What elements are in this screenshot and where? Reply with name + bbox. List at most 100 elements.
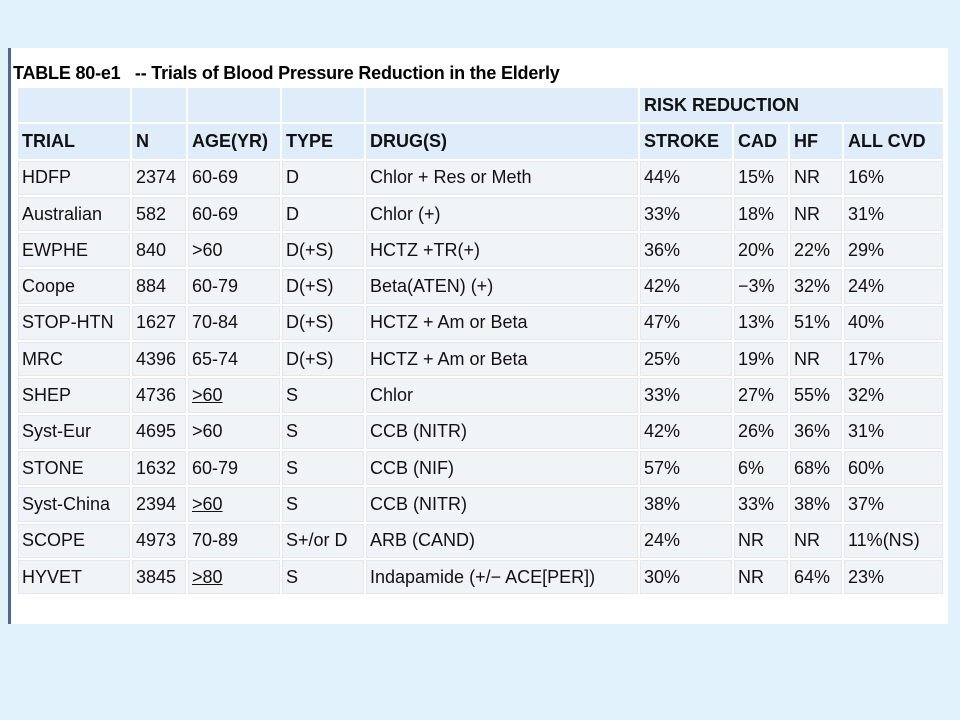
cell-hf: 22% [788,231,844,270]
cell-drugs: CCB (NITR) [364,412,640,451]
cell-stroke: 47% [638,303,734,343]
cell-all-cvd: 31% [841,194,946,234]
header-columns-row: TRIAL N AGE(YR) TYPE DRUG(S) STROKE CAD … [16,122,946,161]
cell-n: 1632 [130,448,188,488]
cell-hf: NR [788,521,844,560]
cell-age: >60 [186,485,282,524]
column-header-stroke: STROKE [638,122,734,161]
cell-type: D(+S) [280,267,366,306]
cell-all-cvd: 40% [841,303,946,343]
cell-drugs: HCTZ + Am or Beta [364,340,640,379]
cell-age: 60-79 [186,448,282,488]
table-caption: TABLE 80-e1 -- Trials of Blood Pressure … [13,63,560,83]
table-row: Coope 884 60-79 D(+S) Beta(ATEN) (+) 42% −3% 32… [16,267,946,306]
cell-all-cvd: 31% [841,412,946,451]
cell-type: D [280,194,366,234]
cell-drugs: Chlor (+) [364,194,640,234]
cell-hf: 55% [788,376,844,415]
risk-reduction-group-header: RISK REDUCTION [637,85,946,125]
cell-n: 4973 [130,521,188,560]
cell-stroke: 25% [638,340,734,379]
cell-trial: Coope [16,267,132,306]
cell-trial: STOP-HTN [16,303,132,343]
cell-age: 60-69 [186,158,282,197]
cell-age: 60-79 [186,267,282,306]
cell-drugs: Chlor [364,376,640,415]
column-header-drugs: DRUG(S) [364,122,640,161]
cell-age: 70-84 [186,303,282,343]
column-header-hf: HF [788,122,844,161]
cell-hf: 32% [788,267,844,306]
table-row: Australian 582 60-69 D Chlor (+) 33% 18% NR 31% [16,194,946,234]
table-row: SCOPE 4973 70-89 S+/or D ARB (CAND) 24% NR NR 11… [16,521,946,560]
cell-n: 1627 [130,303,188,343]
table-row: HYVET 3845 >80 S Indapamide (+/− ACE[PER]) 30… [16,557,946,597]
cell-type: D(+S) [280,231,366,270]
cell-stroke: 30% [638,557,734,597]
cell-type: D [280,158,366,197]
cell-stroke: 24% [638,521,734,560]
header-group-row: RISK REDUCTION [16,85,946,125]
cell-cad: 13% [732,303,790,343]
cell-cad: NR [732,521,790,560]
cell-type: D(+S) [280,303,366,343]
cell-age: 65-74 [186,340,282,379]
cell-trial: Syst-Eur [16,412,132,451]
column-header-cad: CAD [732,122,790,161]
cell-trial: SCOPE [16,521,132,560]
cell-hf: 36% [788,412,844,451]
column-header-type: TYPE [280,122,366,161]
cell-trial: HYVET [16,557,132,597]
cell-type: S [280,557,366,597]
table-row: STOP-HTN 1627 70-84 D(+S) HCTZ + Am or Beta 4… [16,303,946,343]
cell-age: >60 [186,231,282,270]
cell-drugs: HCTZ + Am or Beta [364,303,640,343]
cell-type: D(+S) [280,340,366,379]
cell-stroke: 33% [638,194,734,234]
cell-cad: 33% [732,485,790,524]
cell-age: >60 [186,412,282,451]
cell-all-cvd: 37% [841,485,946,524]
cell-hf: NR [788,194,844,234]
cell-cad: −3% [732,267,790,306]
cell-n: 840 [130,231,188,270]
cell-type: S [280,485,366,524]
cell-all-cvd: 60% [841,448,946,488]
cell-stroke: 33% [638,376,734,415]
cell-age: >80 [186,557,282,597]
cell-hf: 38% [788,485,844,524]
cell-all-cvd: 16% [841,158,946,197]
cell-trial: EWPHE [16,231,132,270]
cell-trial: HDFP [16,158,132,197]
cell-type: S [280,412,366,451]
cell-n: 884 [130,267,188,306]
cell-type: S [280,376,366,415]
table-row: SHEP 4736 >60 S Chlor 33% 27% 55% 32% [16,376,946,415]
trials-table: RISK REDUCTION TRIAL N AGE(YR) TYPE DRUG… [16,85,946,597]
cell-drugs: Beta(ATEN) (+) [364,267,640,306]
cell-stroke: 38% [638,485,734,524]
table-row: STONE 1632 60-79 S CCB (NIF) 57% 6% 68% 60% [16,448,946,488]
cell-all-cvd: 32% [841,376,946,415]
cell-n: 2374 [130,158,188,197]
cell-stroke: 42% [638,267,734,306]
cell-drugs: Chlor + Res or Meth [364,158,640,197]
table-body: HDFP 2374 60-69 D Chlor + Res or Meth 44% 15% N… [16,158,946,597]
table-row: Syst-Eur 4695 >60 S CCB (NITR) 42% 26% 36% 31% [16,412,946,451]
cell-drugs: CCB (NIF) [364,448,640,488]
table-row: HDFP 2374 60-69 D Chlor + Res or Meth 44% 15% N… [16,158,946,197]
column-header-age: AGE(YR) [186,122,282,161]
cell-all-cvd: 23% [841,557,946,597]
header-blank [186,85,282,125]
cell-n: 4736 [130,376,188,415]
cell-trial: Australian [16,194,132,234]
cell-drugs: Indapamide (+/− ACE[PER]) [364,557,640,597]
cell-age: >60 [186,376,282,415]
cell-trial: Syst-China [16,485,132,524]
cell-age: 70-89 [186,521,282,560]
table-row: MRC 4396 65-74 D(+S) HCTZ + Am or Beta 25% 19%… [16,340,946,379]
cell-cad: 19% [732,340,790,379]
cell-all-cvd: 24% [841,267,946,306]
cell-n: 582 [130,194,188,234]
cell-hf: NR [788,340,844,379]
